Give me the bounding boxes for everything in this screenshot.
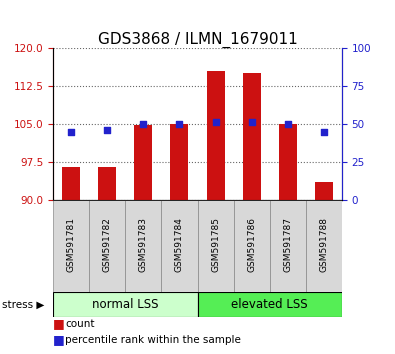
Text: GSM591783: GSM591783 xyxy=(139,217,148,272)
Bar xyxy=(62,167,80,200)
Bar xyxy=(243,73,261,200)
Point xyxy=(248,120,255,125)
Bar xyxy=(126,200,162,292)
Text: GSM591784: GSM591784 xyxy=(175,217,184,272)
Bar xyxy=(134,125,152,200)
Text: GSM591781: GSM591781 xyxy=(67,217,76,272)
Point xyxy=(176,121,182,127)
Bar xyxy=(315,182,333,200)
Point xyxy=(320,129,327,135)
Text: GSM591786: GSM591786 xyxy=(247,217,256,272)
Bar xyxy=(53,292,198,317)
Text: GSM591788: GSM591788 xyxy=(319,217,328,272)
Bar xyxy=(162,200,198,292)
Point xyxy=(68,129,75,135)
Text: GSM591782: GSM591782 xyxy=(103,217,112,272)
Bar xyxy=(233,200,270,292)
Text: GSM591785: GSM591785 xyxy=(211,217,220,272)
Text: GSM591787: GSM591787 xyxy=(283,217,292,272)
Bar xyxy=(171,124,188,200)
Point xyxy=(104,127,111,133)
Bar xyxy=(53,200,89,292)
Bar xyxy=(89,200,126,292)
Point xyxy=(140,121,147,127)
Bar xyxy=(198,200,233,292)
Bar xyxy=(306,200,342,292)
Text: ■: ■ xyxy=(53,333,65,346)
Text: stress ▶: stress ▶ xyxy=(2,299,44,309)
Text: count: count xyxy=(65,319,95,329)
Bar xyxy=(270,200,306,292)
Point xyxy=(213,120,219,125)
Bar xyxy=(278,124,297,200)
Bar xyxy=(207,71,224,200)
Title: GDS3868 / ILMN_1679011: GDS3868 / ILMN_1679011 xyxy=(98,32,297,48)
Text: normal LSS: normal LSS xyxy=(92,298,159,311)
Point xyxy=(284,121,291,127)
Text: elevated LSS: elevated LSS xyxy=(231,298,308,311)
Bar xyxy=(198,292,342,317)
Bar xyxy=(98,167,117,200)
Text: percentile rank within the sample: percentile rank within the sample xyxy=(65,335,241,345)
Text: ■: ■ xyxy=(53,318,65,330)
